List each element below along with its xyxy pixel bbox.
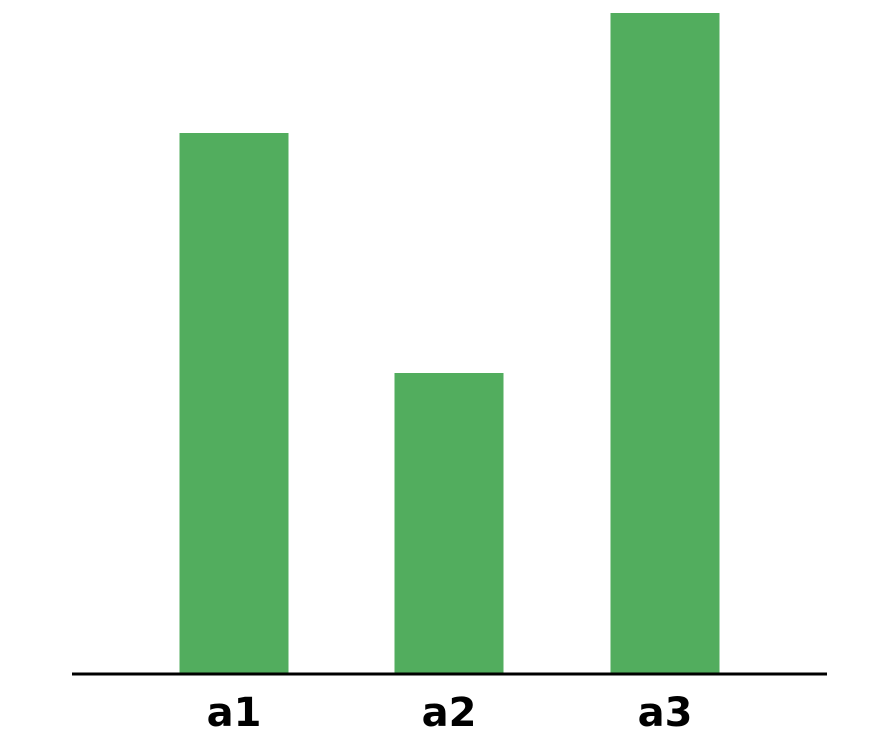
x-tick-labels: a1 a2 a3 <box>207 690 693 736</box>
bar-a3 <box>610 13 720 673</box>
bar-a1 <box>179 133 289 673</box>
x-tick-label-a3: a3 <box>638 690 693 736</box>
x-tick-label-a2: a2 <box>422 690 477 736</box>
x-tick-label-a1: a1 <box>207 690 262 736</box>
bar-a2 <box>394 373 504 673</box>
bars-group <box>179 13 720 673</box>
